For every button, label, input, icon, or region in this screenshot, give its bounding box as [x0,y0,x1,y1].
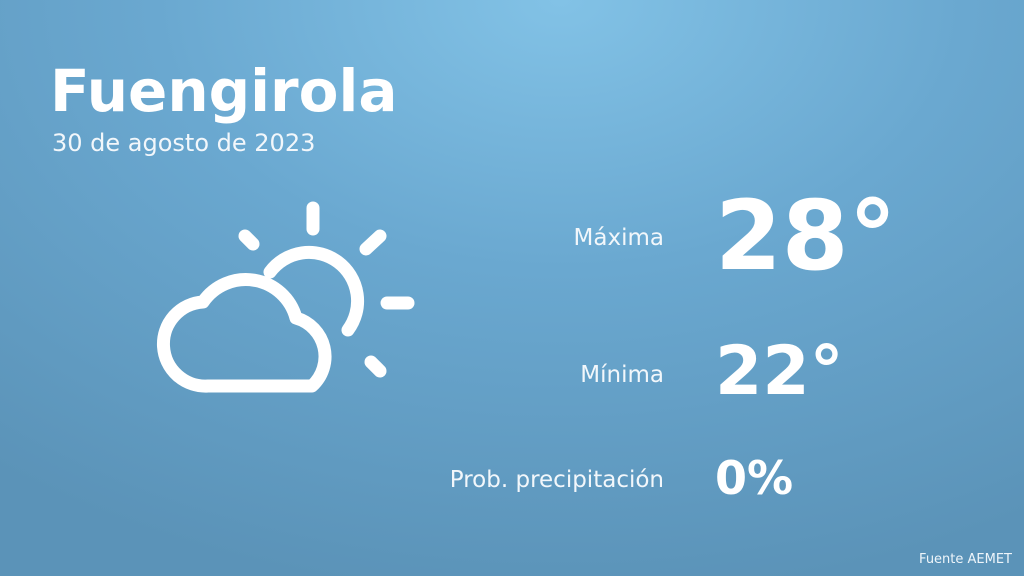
source-credit: Fuente AEMET [919,552,1012,567]
forecast-date: 30 de agosto de 2023 [52,129,316,157]
precip-probability: 0% [715,451,794,505]
min-temperature: 22° [715,332,844,411]
max-label: Máxima [573,225,664,251]
precip-label: Prob. precipitación [449,467,664,493]
max-temperature: 28° [715,180,897,292]
city-title: Fuengirola [50,57,398,125]
min-label: Mínima [580,362,664,388]
